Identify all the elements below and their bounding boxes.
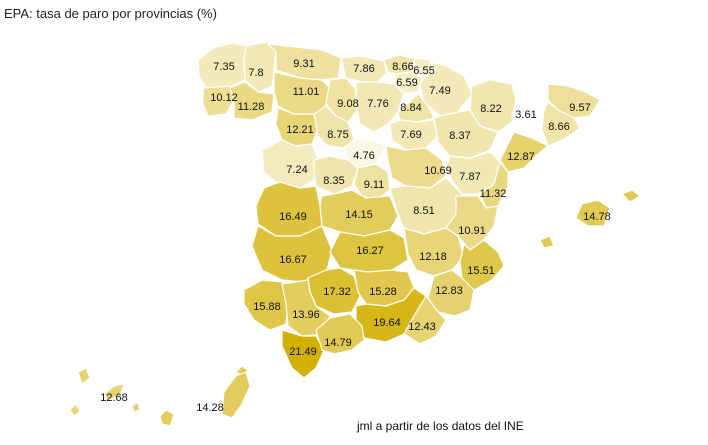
province-pontevedra [202,85,235,117]
value-label-avila: 8.35 [323,175,344,187]
baleares-island-shape [539,235,555,249]
value-label-teruel: 7.87 [459,171,480,183]
las-palmas-island-shape [159,409,175,427]
value-label-santa-cruz-de-tenerife: 12.68 [100,392,128,404]
province-toledo [319,189,399,237]
province-malaga [315,313,365,355]
santa-cruz-de-tenerife-island-shape [131,401,141,413]
value-label-pontevedra: 10.12 [210,92,238,104]
value-label-lugo: 7.8 [248,67,263,79]
province-caceres [255,181,323,237]
value-label-alicante: 15.51 [467,265,495,277]
province-avila [313,155,359,195]
value-label-cordoba: 17.32 [323,286,351,298]
value-label-badajoz: 16.67 [279,254,307,266]
value-label-ourense: 11.28 [238,101,265,113]
province-madrid [353,163,391,201]
value-label-cadiz: 21.49 [289,346,317,358]
value-label-burgos: 7.76 [367,98,388,110]
value-label-granada: 19.64 [373,317,401,329]
province-asturias [267,43,342,81]
value-label-guadalajara: 10.69 [424,165,452,177]
value-label-cantabria: 7.86 [353,63,374,75]
value-label-huesca: 8.22 [480,103,501,115]
value-label-leon: 11.01 [293,86,320,98]
value-label-valladolid: 8.75 [327,129,348,141]
value-label-tarragona: 12.87 [507,151,535,163]
value-label-segovia: 4.76 [353,150,374,162]
province-ciudad-real [329,229,409,273]
province-zaragoza [433,109,499,159]
value-label-sevilla: 13.96 [292,309,320,321]
value-label-jaen: 15.28 [369,286,397,298]
province-burgos [355,81,405,133]
value-label-gipuzkoa: 6.55 [413,65,434,77]
province-tarragona [499,131,549,173]
value-label-albacete: 12.18 [419,251,447,263]
value-label-salamanca: 7.24 [286,164,307,176]
value-label-a-coruna: 7.35 [213,61,234,73]
value-label-caceres: 16.49 [279,211,307,223]
santa-cruz-de-tenerife-island-shape [69,403,81,417]
province-lleida [511,79,549,139]
value-label-asturias: 9.31 [293,58,314,70]
value-label-malaga: 14.79 [324,337,352,349]
value-label-cuenca: 8.51 [413,205,434,217]
value-label-alava: 6.59 [396,77,417,89]
value-label-girona: 9.57 [569,102,590,114]
value-label-navarra: 7.49 [429,85,450,97]
province-alicante [459,239,505,291]
source-credit: jml a partir de los datos del INE [357,419,524,433]
province-albacete [403,227,465,277]
value-label-zaragoza: 8.37 [449,130,470,142]
value-label-las-palmas: 14.28 [196,402,224,414]
province-cantabria [340,55,388,83]
province-almeria [403,295,447,345]
baleares-island-shape [621,189,641,203]
value-label-palencia: 9.08 [337,98,358,110]
map-title: EPA: tasa de paro por provincias (%) [4,6,217,21]
value-label-ciudad-real: 16.27 [356,245,384,257]
value-label-almeria: 12.43 [408,321,436,333]
value-label-toledo: 14.15 [345,209,373,221]
province-palencia [325,77,357,123]
value-label-bizkaia: 8.66 [392,61,413,73]
value-label-lleida: 3.61 [515,109,536,121]
santa-cruz-de-tenerife-island-shape [103,383,125,401]
province-barcelona [541,101,581,147]
value-label-castellon: 11.32 [480,188,507,200]
value-label-murcia: 12.83 [435,285,463,297]
value-label-huelva: 15.88 [253,301,281,313]
value-label-valencia: 10.91 [458,225,486,237]
province-guadalajara [385,145,447,189]
province-huelva [243,279,289,331]
value-label-zamora: 12.21 [286,124,314,136]
value-label-la-rioja: 8.84 [400,102,421,114]
value-label-barcelona: 8.66 [548,121,569,133]
province-girona [547,83,601,119]
province-ourense [229,81,275,121]
province-las-palmas [221,371,251,419]
province-cadiz [281,329,325,379]
value-label-soria: 7.69 [400,129,421,141]
province-baleares [575,199,611,227]
province-santa-cruz-de-tenerife [77,367,91,385]
value-label-baleares: 14.78 [583,211,611,223]
value-label-madrid: 9.11 [364,179,385,191]
